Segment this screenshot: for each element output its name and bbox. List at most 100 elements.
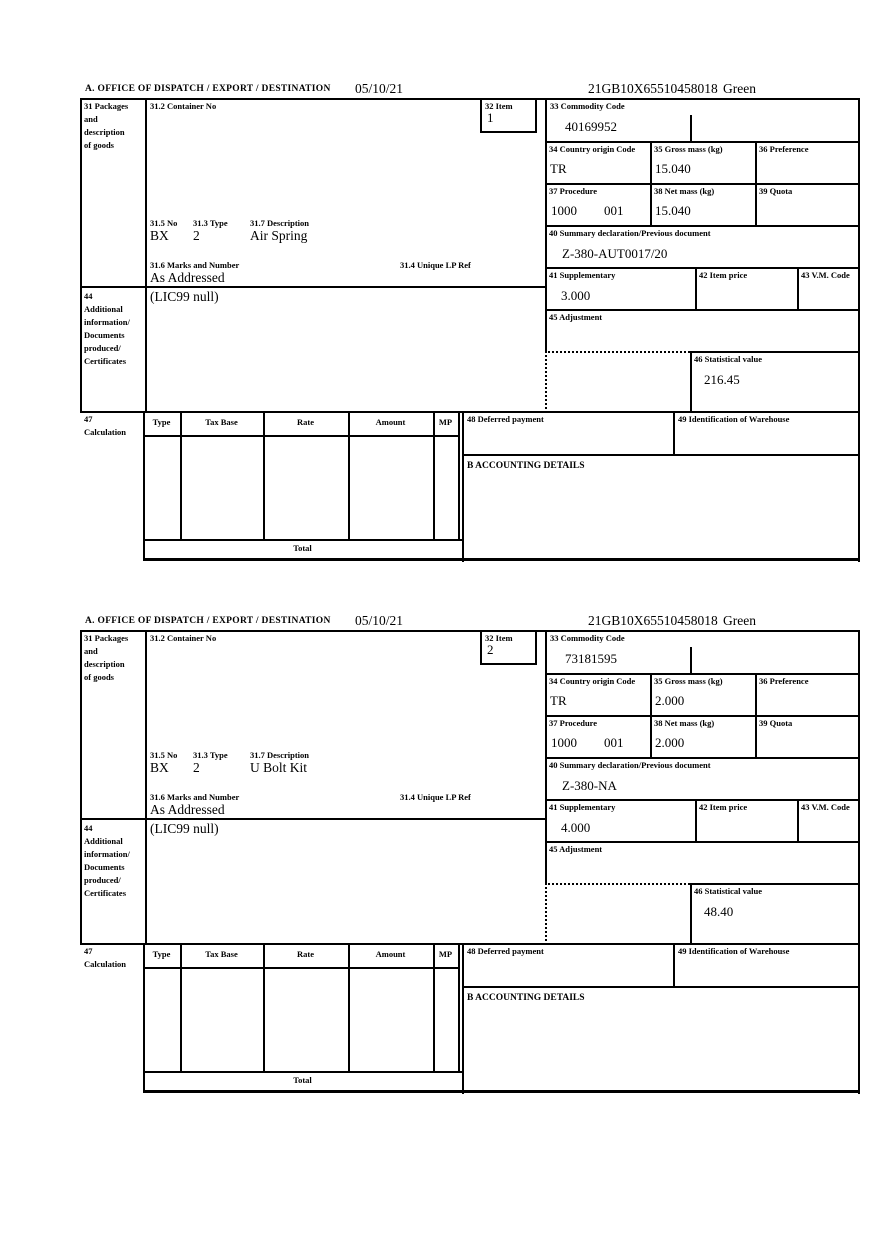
adjustment-label: 45 Adjustment	[549, 312, 603, 322]
package-count: BX	[150, 228, 169, 243]
cell-divider	[650, 141, 652, 185]
package-no-label: 31.5 No	[150, 218, 178, 228]
row-divider	[545, 757, 860, 759]
box31-label-line: description	[84, 659, 125, 669]
row-divider	[545, 141, 860, 143]
calc-table-right-line	[458, 943, 460, 1072]
row-divider	[545, 841, 860, 843]
box31-label-line: and	[84, 646, 98, 656]
supplementary-units: 3.000	[561, 288, 591, 303]
item-price-label: 42 Item price	[699, 270, 748, 280]
marks-number-label: 31.6 Marks and Number	[150, 792, 240, 802]
calc-table-divider	[348, 943, 350, 1072]
calc-table-divider	[180, 943, 182, 1072]
box44-label-line: Documents	[84, 330, 125, 340]
calc-table-header-line	[143, 967, 460, 969]
frame-top-line	[80, 98, 860, 100]
container-no-label: 31.2 Container No	[150, 101, 217, 111]
frame-bottom-line	[143, 558, 860, 561]
summary-declaration-label: 40 Summary declaration/Previous document	[549, 760, 711, 770]
row-divider	[545, 715, 860, 717]
left-column-divider	[145, 630, 147, 945]
supplementary-label: 41 Supplementary	[549, 802, 616, 812]
country-origin-label: 34 Country origin Code	[549, 144, 636, 154]
box46-left-line	[690, 883, 692, 945]
calc-table-divider	[348, 411, 350, 540]
box48-49-divider	[673, 411, 675, 456]
calc-col-rate: Rate	[297, 417, 314, 427]
calc-table-divider	[433, 411, 435, 540]
frame-left-line	[80, 630, 82, 945]
box45-dotted-bottom	[545, 883, 690, 885]
box44-top-divider	[80, 286, 545, 288]
box44-label-line: produced/	[84, 343, 121, 353]
office-of-dispatch-label: A. OFFICE OF DISPATCH / EXPORT / DESTINA…	[85, 84, 331, 94]
calc-table-left-line	[143, 943, 145, 1093]
frame-right-line	[858, 98, 860, 562]
calc-total-label: Total	[293, 1075, 312, 1085]
marks-and-number: As Addressed	[150, 270, 225, 285]
calc-table-divider	[263, 943, 265, 1072]
declaration-date: 05/10/21	[355, 613, 404, 628]
box46-top-line	[690, 883, 860, 885]
calc-table-bottom-line	[143, 1071, 462, 1073]
unique-lp-ref-label: 31.4 Unique LP Ref	[400, 260, 471, 270]
statistical-value: 48.40	[704, 904, 734, 919]
calc-table-divider	[433, 943, 435, 1072]
item-number: 2	[487, 642, 494, 657]
row-divider	[545, 183, 860, 185]
deferred-payment-label: 48 Deferred payment	[467, 414, 544, 424]
cell-divider	[755, 715, 757, 759]
cell-divider	[695, 267, 697, 311]
row-divider	[545, 225, 860, 227]
frame-left-line	[80, 98, 82, 413]
box44-label-line: Certificates	[84, 888, 127, 898]
gross-mass-value: 2.000	[655, 693, 685, 708]
gross-mass-label: 35 Gross mass (kg)	[654, 144, 723, 154]
calc-total-label: Total	[293, 543, 312, 553]
accounting-details-label: B ACCOUNTING DETAILS	[467, 461, 585, 471]
cell-divider	[650, 183, 652, 227]
cell-divider	[797, 799, 799, 843]
previous-document: Z-380-NA	[562, 778, 617, 793]
warehouse-id-label: 49 Identification of Warehouse	[678, 946, 790, 956]
commodity-code-subdivision-line	[690, 647, 692, 674]
procedure-label: 37 Procedure	[549, 186, 598, 196]
previous-document: Z-380-AUT0017/20	[562, 246, 668, 261]
box47-label-line: Calculation	[84, 427, 127, 437]
routing-status: Green	[723, 81, 756, 96]
procedure-code: 1000	[551, 203, 577, 218]
box31-label-line: 31 Packages	[84, 633, 129, 643]
box32-item-frame	[480, 630, 537, 665]
calc-col-mp: MP	[438, 417, 453, 427]
commodity-code-subdivision-line	[690, 115, 692, 142]
commodity-code: 40169952	[565, 119, 617, 134]
right-column-dotted-line	[545, 883, 547, 945]
package-type: 2	[193, 228, 200, 243]
box47-label-line: 47	[84, 414, 93, 424]
procedure-code-2: 001	[604, 203, 624, 218]
frame-top-line	[80, 630, 860, 632]
net-mass-value: 2.000	[655, 735, 685, 750]
calc-col-tax-base: Tax Base	[205, 949, 238, 959]
supplementary-units: 4.000	[561, 820, 591, 835]
package-type-label: 31.3 Type	[193, 750, 228, 760]
accounting-top-line	[462, 454, 860, 456]
calc-table-bottom-line	[143, 539, 462, 541]
cell-divider	[695, 799, 697, 843]
country-origin-code: TR	[550, 693, 567, 708]
statistical-value-label: 46 Statistical value	[694, 886, 762, 896]
calc-table-left-line	[143, 411, 145, 561]
statistical-value: 216.45	[704, 372, 740, 387]
net-mass-label: 38 Net mass (kg)	[654, 718, 715, 728]
net-mass-label: 38 Net mass (kg)	[654, 186, 715, 196]
calc-table-header-line	[143, 435, 460, 437]
box44-label-line: information/	[84, 317, 130, 327]
left-column-divider	[145, 98, 147, 413]
box31-label-line: and	[84, 114, 98, 124]
frame-right-line	[858, 630, 860, 1094]
box48-left-line	[462, 943, 464, 1094]
deferred-payment-label: 48 Deferred payment	[467, 946, 544, 956]
cell-divider	[650, 715, 652, 759]
calc-table-divider	[263, 411, 265, 540]
